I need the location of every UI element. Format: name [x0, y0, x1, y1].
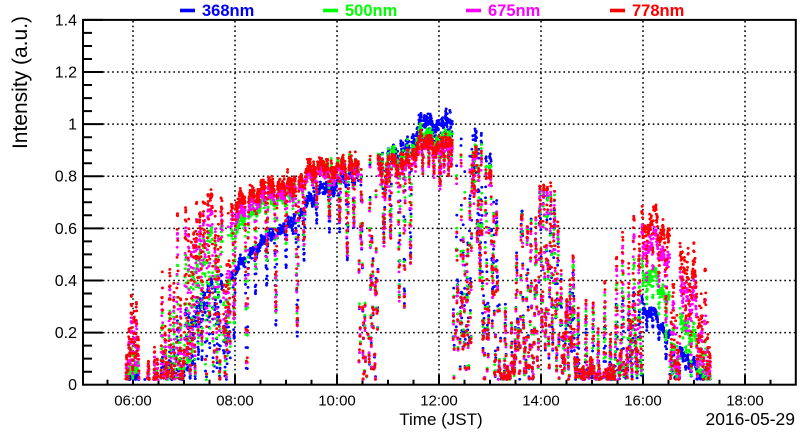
svg-text:675nm: 675nm [488, 2, 540, 20]
svg-text:500nm: 500nm [345, 2, 397, 20]
svg-text:778nm: 778nm [632, 2, 684, 20]
svg-text:0: 0 [68, 377, 77, 394]
svg-text:0.4: 0.4 [55, 273, 77, 290]
svg-text:Time (JST): Time (JST) [399, 410, 482, 429]
svg-text:368nm: 368nm [202, 2, 254, 20]
svg-text:08:00: 08:00 [216, 393, 254, 410]
svg-text:2016-05-29: 2016-05-29 [705, 409, 795, 429]
svg-text:12:00: 12:00 [420, 393, 458, 410]
svg-text:0.8: 0.8 [55, 169, 77, 186]
svg-text:14:00: 14:00 [522, 393, 560, 410]
svg-text:10:00: 10:00 [318, 393, 356, 410]
svg-text:1.4: 1.4 [55, 12, 77, 29]
svg-text:0.2: 0.2 [55, 325, 77, 342]
svg-text:18:00: 18:00 [726, 393, 764, 410]
svg-text:1.2: 1.2 [55, 65, 77, 82]
svg-text:1: 1 [68, 117, 77, 134]
svg-text:0.6: 0.6 [55, 221, 77, 238]
svg-text:06:00: 06:00 [114, 393, 152, 410]
svg-text:Intensity (a.u.): Intensity (a.u.) [9, 16, 32, 149]
svg-text:16:00: 16:00 [624, 393, 662, 410]
